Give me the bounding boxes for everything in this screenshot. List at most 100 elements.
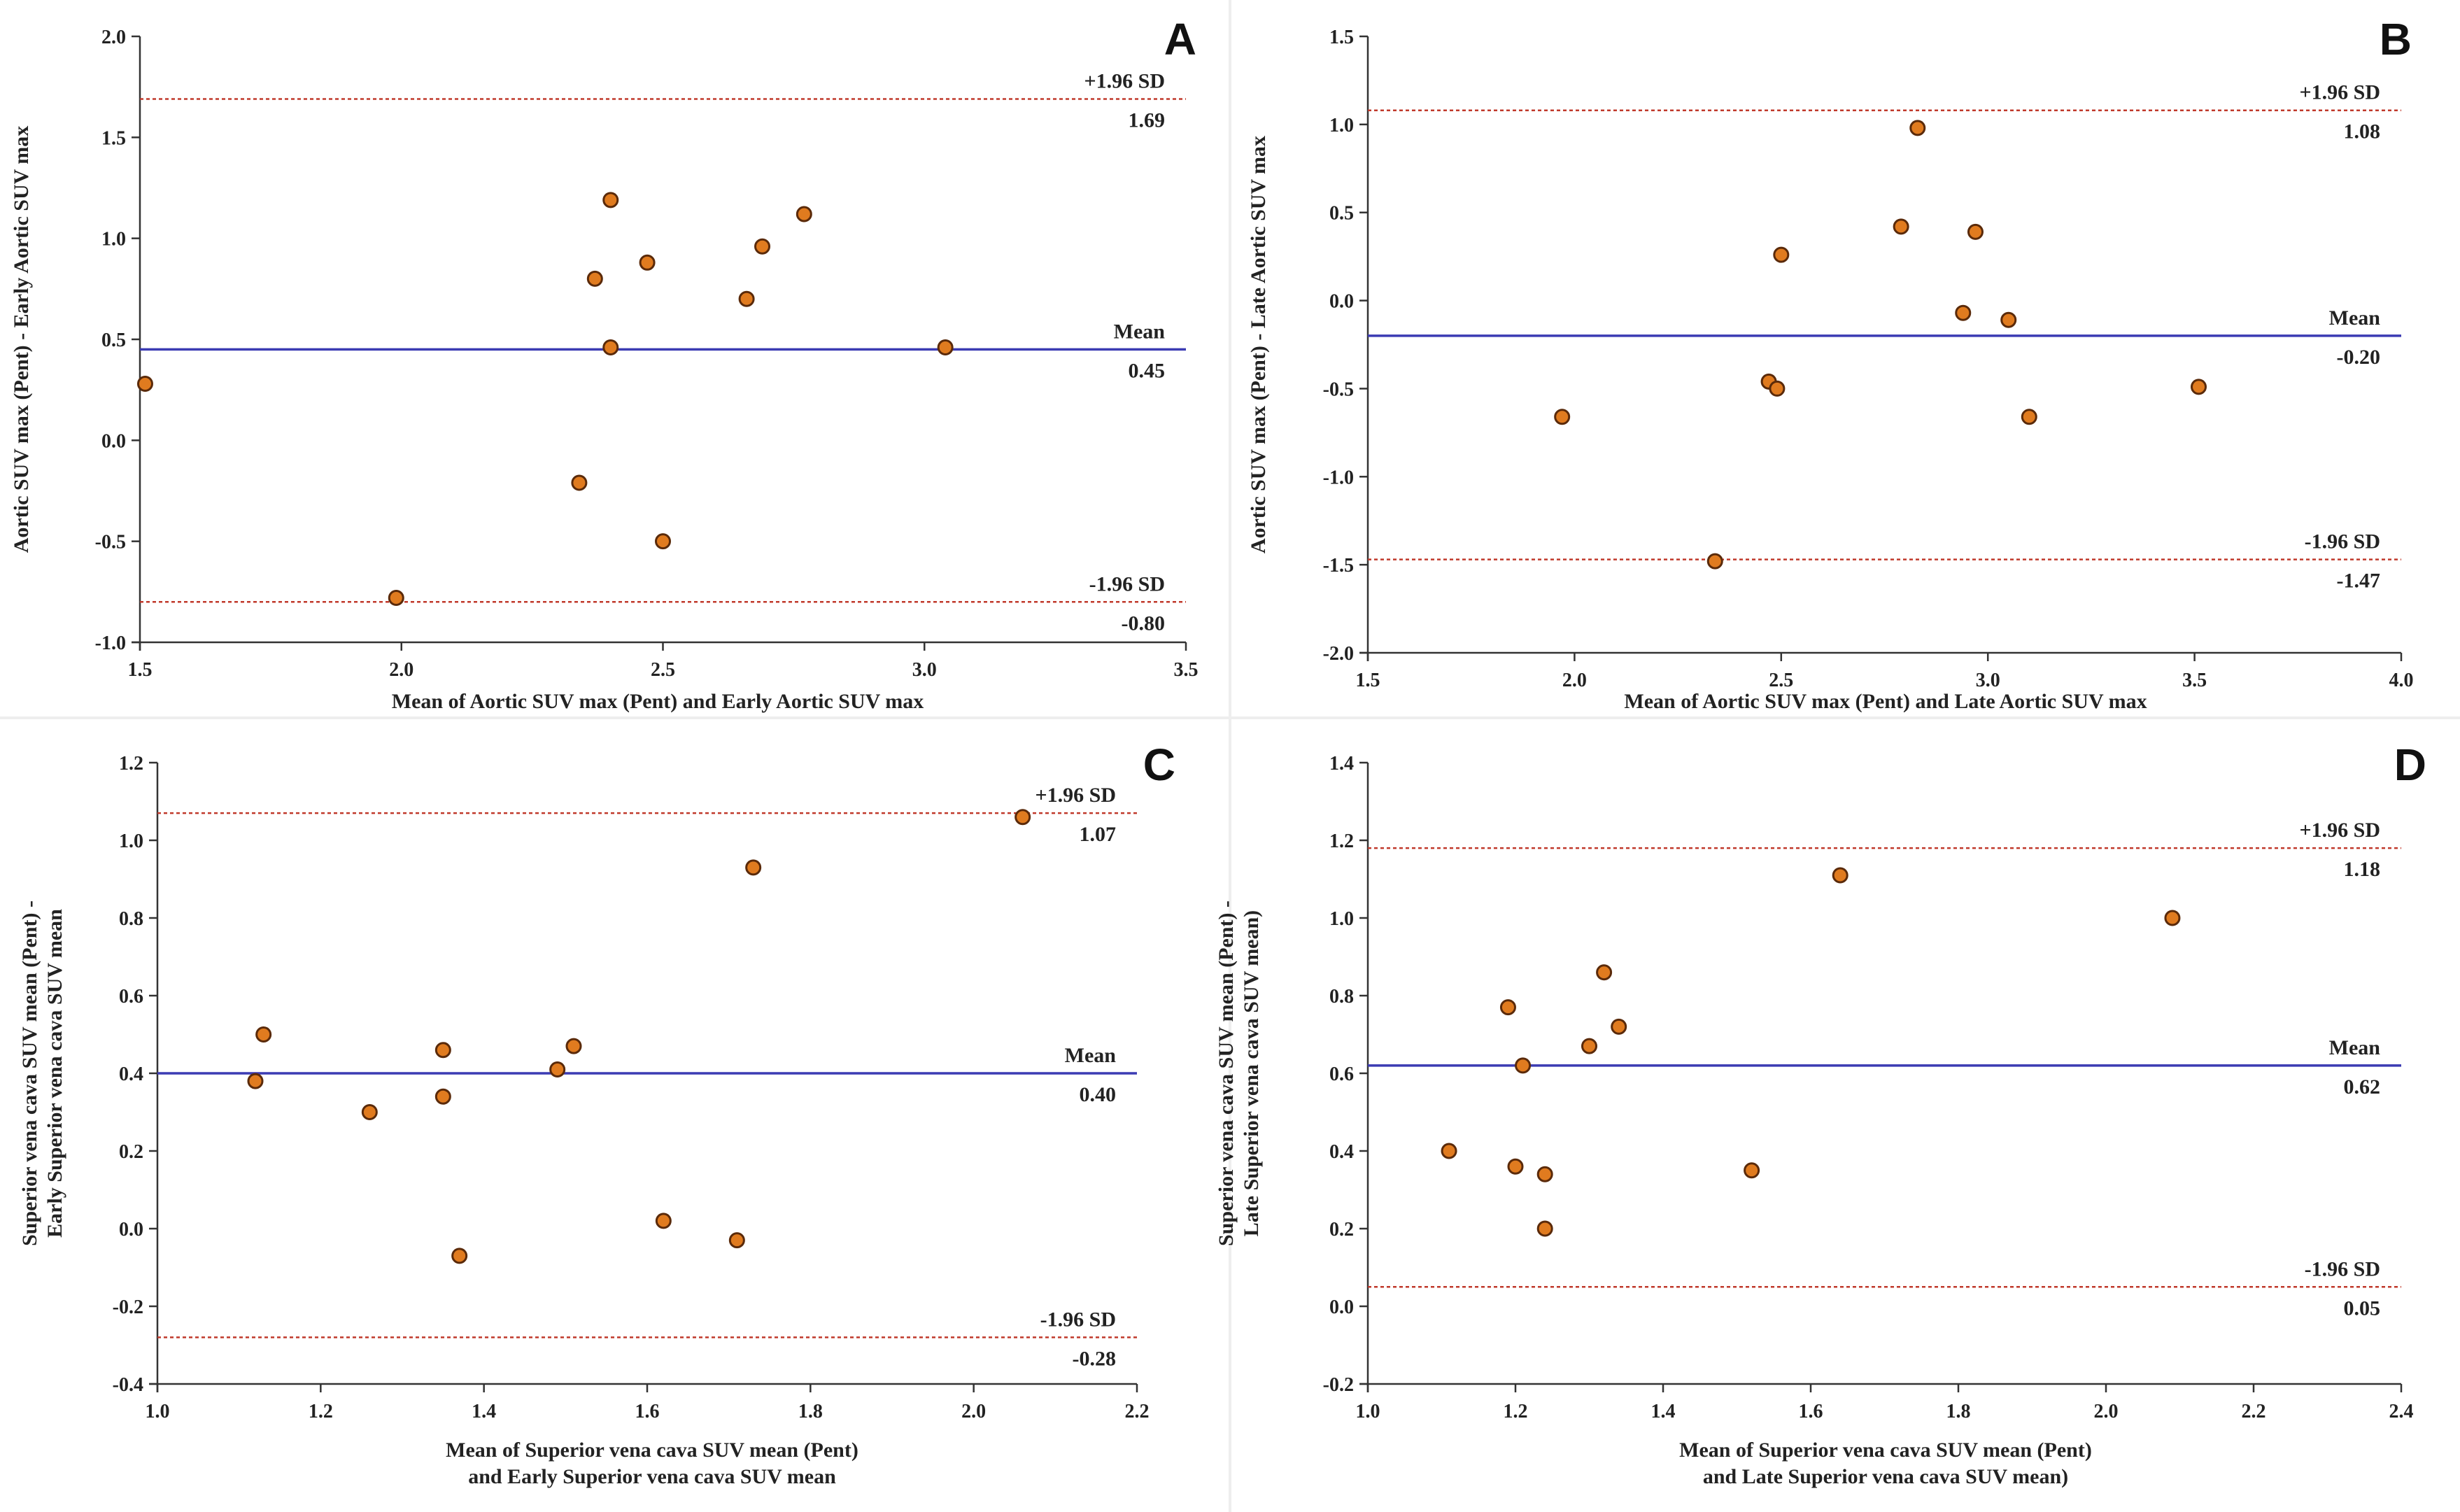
panel-letter: D [2394,740,2426,790]
x-tick-label: 2.5 [651,659,675,681]
lower-line-value: -0.80 [1122,612,1166,635]
upper-line-label: +1.96 SD [2300,819,2380,842]
data-point [1955,304,1972,321]
data-point [451,1248,468,1264]
data-point [1744,1162,1760,1179]
upper-line-value: 1.07 [1080,823,1117,846]
x-tick-label: 2.0 [961,1401,986,1422]
x-tick-label: 1.5 [1356,670,1380,691]
data-point [738,290,755,307]
lower-line-label: -1.96 SD [1040,1308,1116,1331]
y-tick-label: 1.0 [101,229,126,250]
x-tick-label: 2.0 [2094,1401,2119,1422]
x-axis-title: Mean of Superior vena cava SUV mean (Pen… [1679,1439,2092,1462]
data-point [247,1073,264,1089]
data-point [1515,1057,1532,1074]
data-point [754,238,771,255]
mean-line-label: Mean [2329,306,2381,330]
upper-line-label: +1.96 SD [1084,69,1165,92]
data-point [1773,246,1790,263]
mean-line-value: 0.62 [2344,1075,2381,1098]
data-point [1441,1143,1457,1159]
data-point [255,1026,272,1043]
x-tick-label: 4.0 [2389,670,2414,691]
y-tick-label: 0.8 [1329,986,1354,1008]
data-point [1507,1158,1524,1175]
x-tick-label: 1.2 [1504,1401,1528,1422]
y-axis-title: Superior vena cava SUV mean (Pent) - [1215,900,1238,1246]
upper-line-label: +1.96 SD [2300,81,2380,104]
x-tick-label: 2.2 [1125,1401,1150,1422]
data-point [655,533,671,550]
data-point [388,589,404,606]
x-tick-label: 3.0 [1976,670,2000,691]
x-tick-label: 2.5 [1769,670,1793,691]
x-axis-title: and Late Superior vena cava SUV mean) [1703,1465,2068,1488]
x-tick-label: 3.5 [1174,659,1199,681]
x-tick-label: 1.5 [128,659,153,681]
y-tick-label: -1.0 [95,633,126,654]
y-tick-label: 0.8 [119,908,143,930]
x-tick-label: 2.0 [1562,670,1587,691]
y-tick-label: 1.4 [1329,753,1354,775]
data-point [1706,553,1723,570]
x-axis-title: and Early Superior vena cava SUV mean [468,1465,836,1488]
y-tick-label: 0.4 [119,1064,143,1085]
upper-line-value: 1.18 [2344,858,2381,881]
x-tick-label: 1.0 [146,1401,170,1422]
y-tick-label: 0.0 [119,1219,143,1241]
data-point [586,270,603,287]
upper-line-value: 1.08 [2344,120,2381,143]
data-point [655,1213,672,1229]
x-tick-label: 1.4 [472,1401,496,1422]
x-axis-title: Mean of Aortic SUV max (Pent) and Early … [392,690,924,713]
data-point [1611,1018,1627,1035]
x-tick-label: 3.0 [912,659,937,681]
data-point [434,1088,451,1105]
y-tick-label: -0.5 [95,532,126,553]
x-tick-label: 2.4 [2389,1401,2414,1422]
y-tick-label: 1.0 [119,831,143,852]
y-tick-label: 1.2 [119,753,143,775]
mean-line-label: Mean [1114,320,1166,343]
upper-line-value: 1.69 [1129,108,1166,132]
panel-letter: B [2380,14,2412,64]
data-point [728,1232,745,1249]
y-tick-label: -1.5 [1323,555,1354,577]
x-axis-title: Mean of Superior vena cava SUV mean (Pen… [446,1439,858,1462]
y-tick-label: 0.4 [1329,1141,1354,1163]
y-tick-label: 2.0 [101,27,126,48]
data-point [361,1104,378,1120]
data-point [549,1061,566,1078]
y-tick-label: 1.5 [1329,27,1354,48]
y-axis-title: Aortic SUV max (Pent) - Late Aortic SUV … [1247,136,1270,553]
y-tick-label: -1.0 [1323,467,1354,488]
data-point [1499,999,1516,1016]
mean-line-label: Mean [2329,1036,2381,1059]
upper-line-label: +1.96 SD [1035,784,1116,807]
data-point [639,254,656,271]
data-point [1581,1038,1597,1054]
data-point [602,339,619,356]
data-point [1015,809,1031,826]
y-tick-label: -0.2 [113,1296,143,1318]
data-point [136,376,153,393]
data-point [1967,223,1984,240]
y-tick-label: 0.0 [1329,1296,1354,1318]
panel-d: -0.2 0.0 0.2 0.4 0.6 0.8 1.0 1.2 1.4 1.0 1.2 1.4 1.6… [1215,740,2426,1488]
y-tick-label: 0.6 [119,986,143,1008]
data-point [1893,218,1909,235]
data-point [1596,964,1613,981]
panel-letter: C [1143,740,1175,790]
x-tick-label: 1.4 [1651,1401,1676,1422]
data-point [1832,867,1848,884]
data-point [1769,380,1786,397]
y-tick-label: 0.0 [101,430,126,452]
data-point [2164,910,2181,926]
y-tick-label: 0.5 [101,330,126,351]
lower-line-label: -1.96 SD [1089,572,1165,595]
data-point [745,859,762,876]
mean-line-label: Mean [1065,1044,1117,1067]
x-tick-label: 1.6 [635,1401,660,1422]
data-point [602,192,619,209]
